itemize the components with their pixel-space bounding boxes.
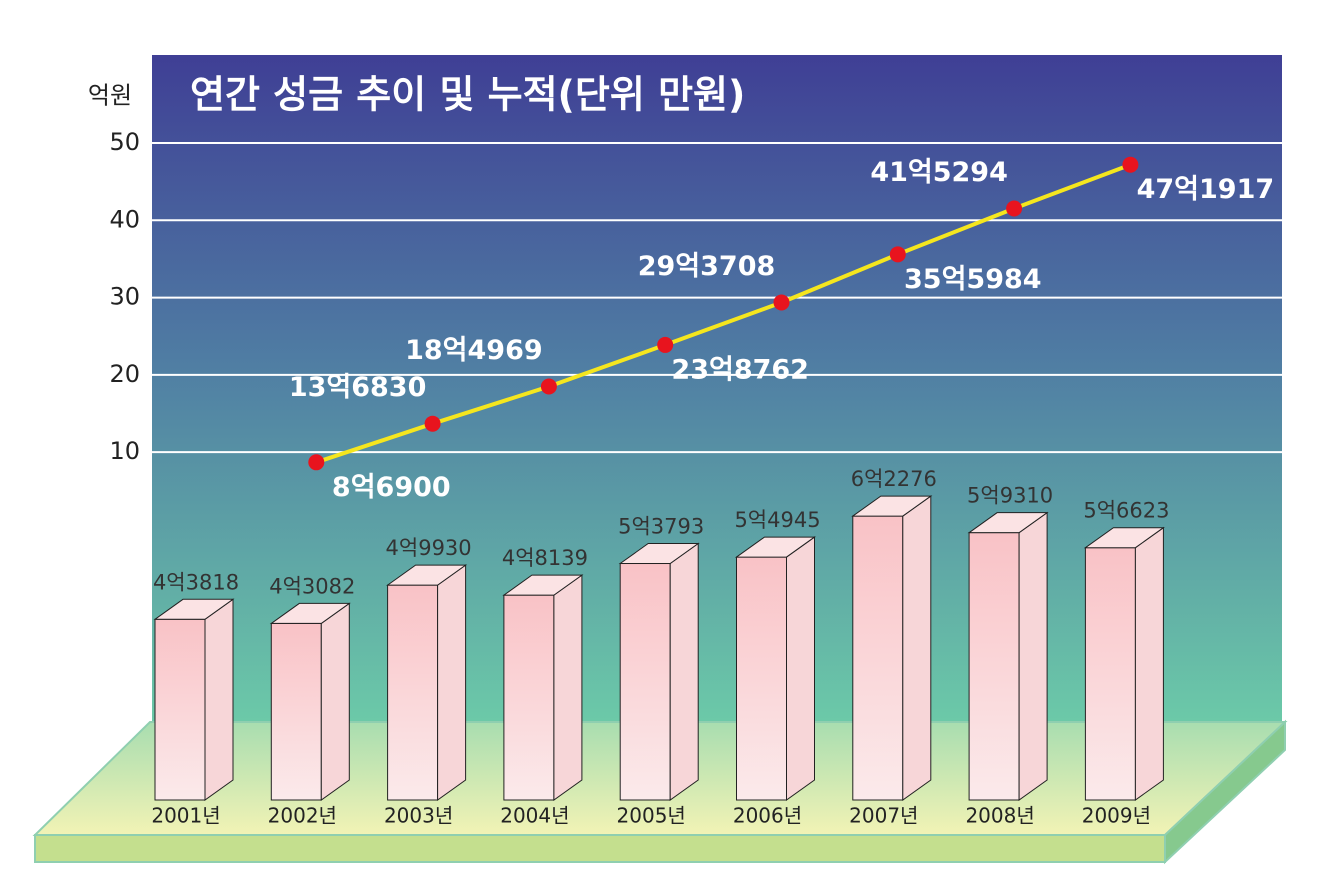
x-tick-label: 2008년 [965,804,1034,828]
bar-value-label: 4억3818 [153,570,239,594]
bar-side [437,564,467,801]
bar-side [1134,526,1164,801]
line-value-label: 8억6900 [332,472,451,503]
bar-top [153,598,235,620]
bar-top [851,495,933,517]
line-value-label: 35억5984 [904,264,1042,295]
line-marker [308,454,325,471]
bar-side [1018,511,1048,801]
bar [270,622,322,801]
x-tick-label: 2007년 [849,804,918,828]
bar-top [1083,527,1165,549]
bar-side [669,542,699,801]
bar-top [269,602,351,624]
bar-side [204,598,234,801]
line-marker [657,336,674,353]
x-tick-label: 2005년 [617,804,686,828]
line-marker [1006,200,1023,217]
bar [503,594,555,801]
line-marker [889,246,906,263]
bar-top [502,574,584,596]
x-tick-label: 2009년 [1082,804,1151,828]
x-tick-label: 2004년 [500,804,569,828]
bar-top [734,536,817,558]
y-tick-label: 20 [109,360,140,388]
bar-value-label: 6억2276 [851,467,937,491]
x-tick-label: 2001년 [151,804,220,828]
bar [619,563,671,801]
line-marker [540,378,557,395]
line-marker [424,415,441,432]
bar-top [386,564,468,586]
bar-top [967,512,1049,534]
y-tick-label: 10 [109,437,140,465]
bar-value-label: 5억3793 [618,515,704,539]
floor-side [1164,719,1286,865]
bar-value-label: 4억8139 [502,546,588,570]
bar-top [618,543,700,565]
bar [968,532,1020,801]
x-tick-label: 2003년 [384,804,453,828]
bar-value-label: 5억9310 [967,484,1053,508]
floor-edge [34,834,1166,863]
bar [154,618,206,801]
line-marker [773,294,790,311]
bar-value-label: 5억6623 [1083,499,1169,523]
line-value-label: 18억4969 [405,335,543,366]
bar-side [786,536,815,801]
bar-side [553,574,583,801]
y-tick-label: 50 [109,128,140,156]
bar-value-label: 5억4945 [734,508,820,532]
line-marker [1122,156,1139,173]
bar [1084,547,1136,801]
bar-side [320,602,350,801]
bar-value-label: 4억3082 [269,574,355,598]
line-value-label: 23억8762 [671,354,809,385]
bar-value-label: 4억9930 [386,536,472,560]
chart-title: 연간 성금 추이 및 누적(단위 만원) [190,73,745,117]
bar [387,584,439,801]
x-tick-label: 2006년 [733,804,802,828]
y-tick-label: 30 [109,283,140,311]
line-value-label: 47억1917 [1137,174,1275,205]
bar [736,556,787,801]
bar [852,515,904,801]
y-axis-label: 억원 [88,82,132,110]
line [315,162,1132,465]
bar-side [902,495,932,801]
y-tick-label: 40 [109,205,140,233]
x-tick-label: 2002년 [268,804,337,828]
line-value-label: 13억6830 [289,372,427,403]
line-value-label: 29억3708 [638,251,776,282]
line-value-label: 41억5294 [870,157,1008,188]
